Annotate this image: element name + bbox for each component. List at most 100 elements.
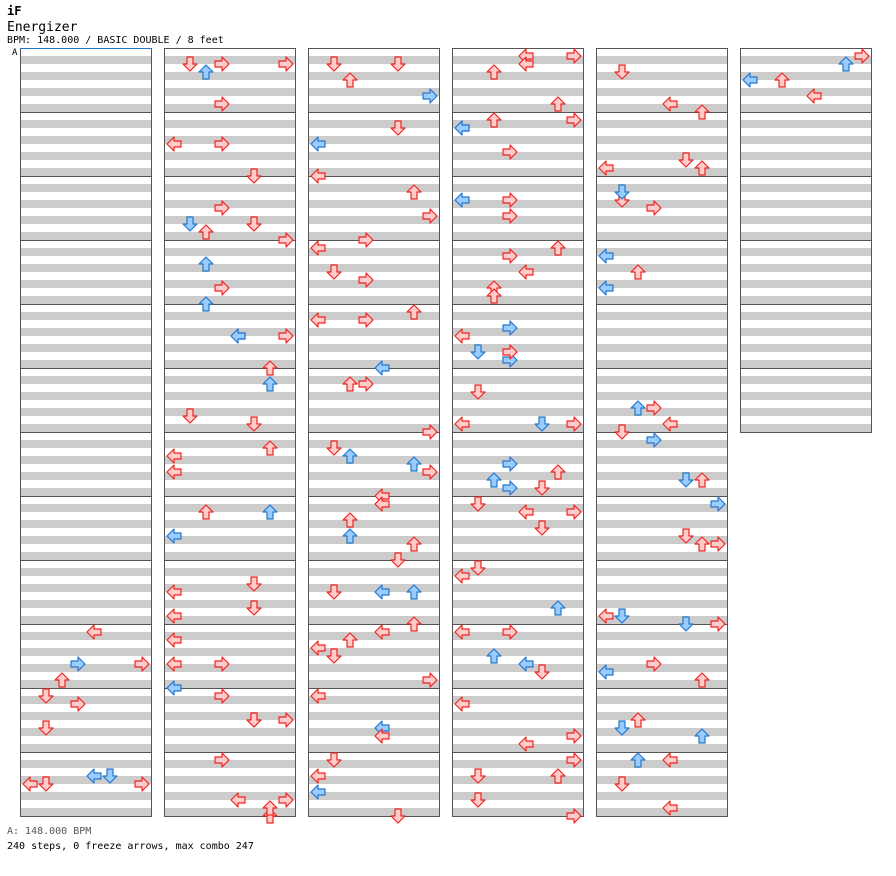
arrow-down-icon bbox=[326, 648, 342, 664]
arrow-down-icon bbox=[246, 576, 262, 592]
arrow-down-icon bbox=[678, 472, 694, 488]
arrow-down-icon bbox=[470, 768, 486, 784]
arrow-right-icon bbox=[70, 696, 86, 712]
measure bbox=[308, 496, 440, 561]
arrow-down-icon bbox=[534, 416, 550, 432]
arrow-right-icon bbox=[502, 208, 518, 224]
arrow-left-icon bbox=[310, 768, 326, 784]
arrow-left-icon bbox=[454, 120, 470, 136]
arrow-left-icon bbox=[662, 752, 678, 768]
arrow-up-icon bbox=[406, 616, 422, 632]
measure bbox=[308, 624, 440, 689]
arrow-right-icon bbox=[214, 688, 230, 704]
measure bbox=[740, 112, 872, 177]
arrow-right-icon bbox=[214, 656, 230, 672]
measure bbox=[20, 304, 152, 369]
measure bbox=[20, 624, 152, 689]
arrow-down-icon bbox=[470, 792, 486, 808]
measure bbox=[740, 176, 872, 241]
arrow-up-icon bbox=[630, 752, 646, 768]
arrow-left-icon bbox=[454, 328, 470, 344]
arrow-right-icon bbox=[278, 712, 294, 728]
arrow-right-icon bbox=[566, 752, 582, 768]
arrow-down-icon bbox=[534, 520, 550, 536]
arrow-down-icon bbox=[326, 440, 342, 456]
arrow-right-icon bbox=[566, 112, 582, 128]
footer-stats: 240 steps, 0 freeze arrows, max combo 24… bbox=[7, 841, 254, 852]
arrow-right-icon bbox=[502, 624, 518, 640]
measure bbox=[164, 496, 296, 561]
arrow-up-icon bbox=[694, 672, 710, 688]
arrow-up-icon bbox=[630, 400, 646, 416]
measure bbox=[308, 48, 440, 113]
arrow-left-icon bbox=[454, 696, 470, 712]
arrow-up-icon bbox=[406, 584, 422, 600]
measure bbox=[164, 368, 296, 433]
arrow-left-icon bbox=[598, 664, 614, 680]
arrow-right-icon bbox=[566, 504, 582, 520]
measure bbox=[740, 240, 872, 305]
arrow-down-icon bbox=[470, 496, 486, 512]
arrow-left-icon bbox=[166, 608, 182, 624]
measure bbox=[20, 752, 152, 817]
arrow-down-icon bbox=[390, 120, 406, 136]
arrow-left-icon bbox=[518, 504, 534, 520]
arrow-right-icon bbox=[214, 136, 230, 152]
arrow-right-icon bbox=[710, 616, 726, 632]
arrow-left-icon bbox=[310, 640, 326, 656]
arrow-down-icon bbox=[38, 776, 54, 792]
app-logo: iF bbox=[7, 4, 22, 18]
measure bbox=[20, 176, 152, 241]
arrow-up-icon bbox=[406, 456, 422, 472]
arrow-right-icon bbox=[566, 416, 582, 432]
arrow-left-icon bbox=[310, 688, 326, 704]
measure bbox=[20, 496, 152, 561]
arrow-up-icon bbox=[486, 648, 502, 664]
arrow-right-icon bbox=[502, 248, 518, 264]
arrow-down-icon bbox=[326, 752, 342, 768]
arrow-right-icon bbox=[278, 232, 294, 248]
arrow-down-icon bbox=[614, 776, 630, 792]
arrow-left-icon bbox=[662, 800, 678, 816]
arrow-left-icon bbox=[518, 56, 534, 72]
arrow-left-icon bbox=[598, 248, 614, 264]
arrow-left-icon bbox=[310, 168, 326, 184]
arrow-up-icon bbox=[198, 256, 214, 272]
arrow-right-icon bbox=[358, 232, 374, 248]
measure bbox=[452, 752, 584, 817]
arrow-up-icon bbox=[342, 72, 358, 88]
arrow-up-icon bbox=[694, 104, 710, 120]
arrow-up-icon bbox=[694, 536, 710, 552]
arrow-right-icon bbox=[502, 192, 518, 208]
arrow-right-icon bbox=[422, 672, 438, 688]
arrow-right-icon bbox=[422, 208, 438, 224]
arrow-down-icon bbox=[614, 424, 630, 440]
arrow-right-icon bbox=[358, 312, 374, 328]
arrow-left-icon bbox=[518, 264, 534, 280]
arrow-up-icon bbox=[342, 528, 358, 544]
measure bbox=[308, 368, 440, 433]
arrow-left-icon bbox=[166, 464, 182, 480]
measure bbox=[596, 752, 728, 817]
arrow-left-icon bbox=[86, 768, 102, 784]
arrow-up-icon bbox=[406, 536, 422, 552]
arrow-down-icon bbox=[390, 552, 406, 568]
measure bbox=[164, 432, 296, 497]
footer-bpm: A: 148.000 BPM bbox=[7, 826, 92, 837]
arrow-left-icon bbox=[598, 280, 614, 296]
arrow-left-icon bbox=[742, 72, 758, 88]
measure bbox=[164, 752, 296, 817]
arrow-up-icon bbox=[342, 448, 358, 464]
arrow-up-icon bbox=[198, 224, 214, 240]
measure bbox=[596, 240, 728, 305]
measure bbox=[596, 496, 728, 561]
arrow-right-icon bbox=[278, 792, 294, 808]
measure bbox=[596, 368, 728, 433]
arrow-right-icon bbox=[422, 88, 438, 104]
arrow-up-icon bbox=[262, 376, 278, 392]
arrow-left-icon bbox=[374, 624, 390, 640]
arrow-right-icon bbox=[566, 808, 582, 824]
arrow-left-icon bbox=[166, 656, 182, 672]
arrow-up-icon bbox=[262, 440, 278, 456]
arrow-down-icon bbox=[470, 560, 486, 576]
